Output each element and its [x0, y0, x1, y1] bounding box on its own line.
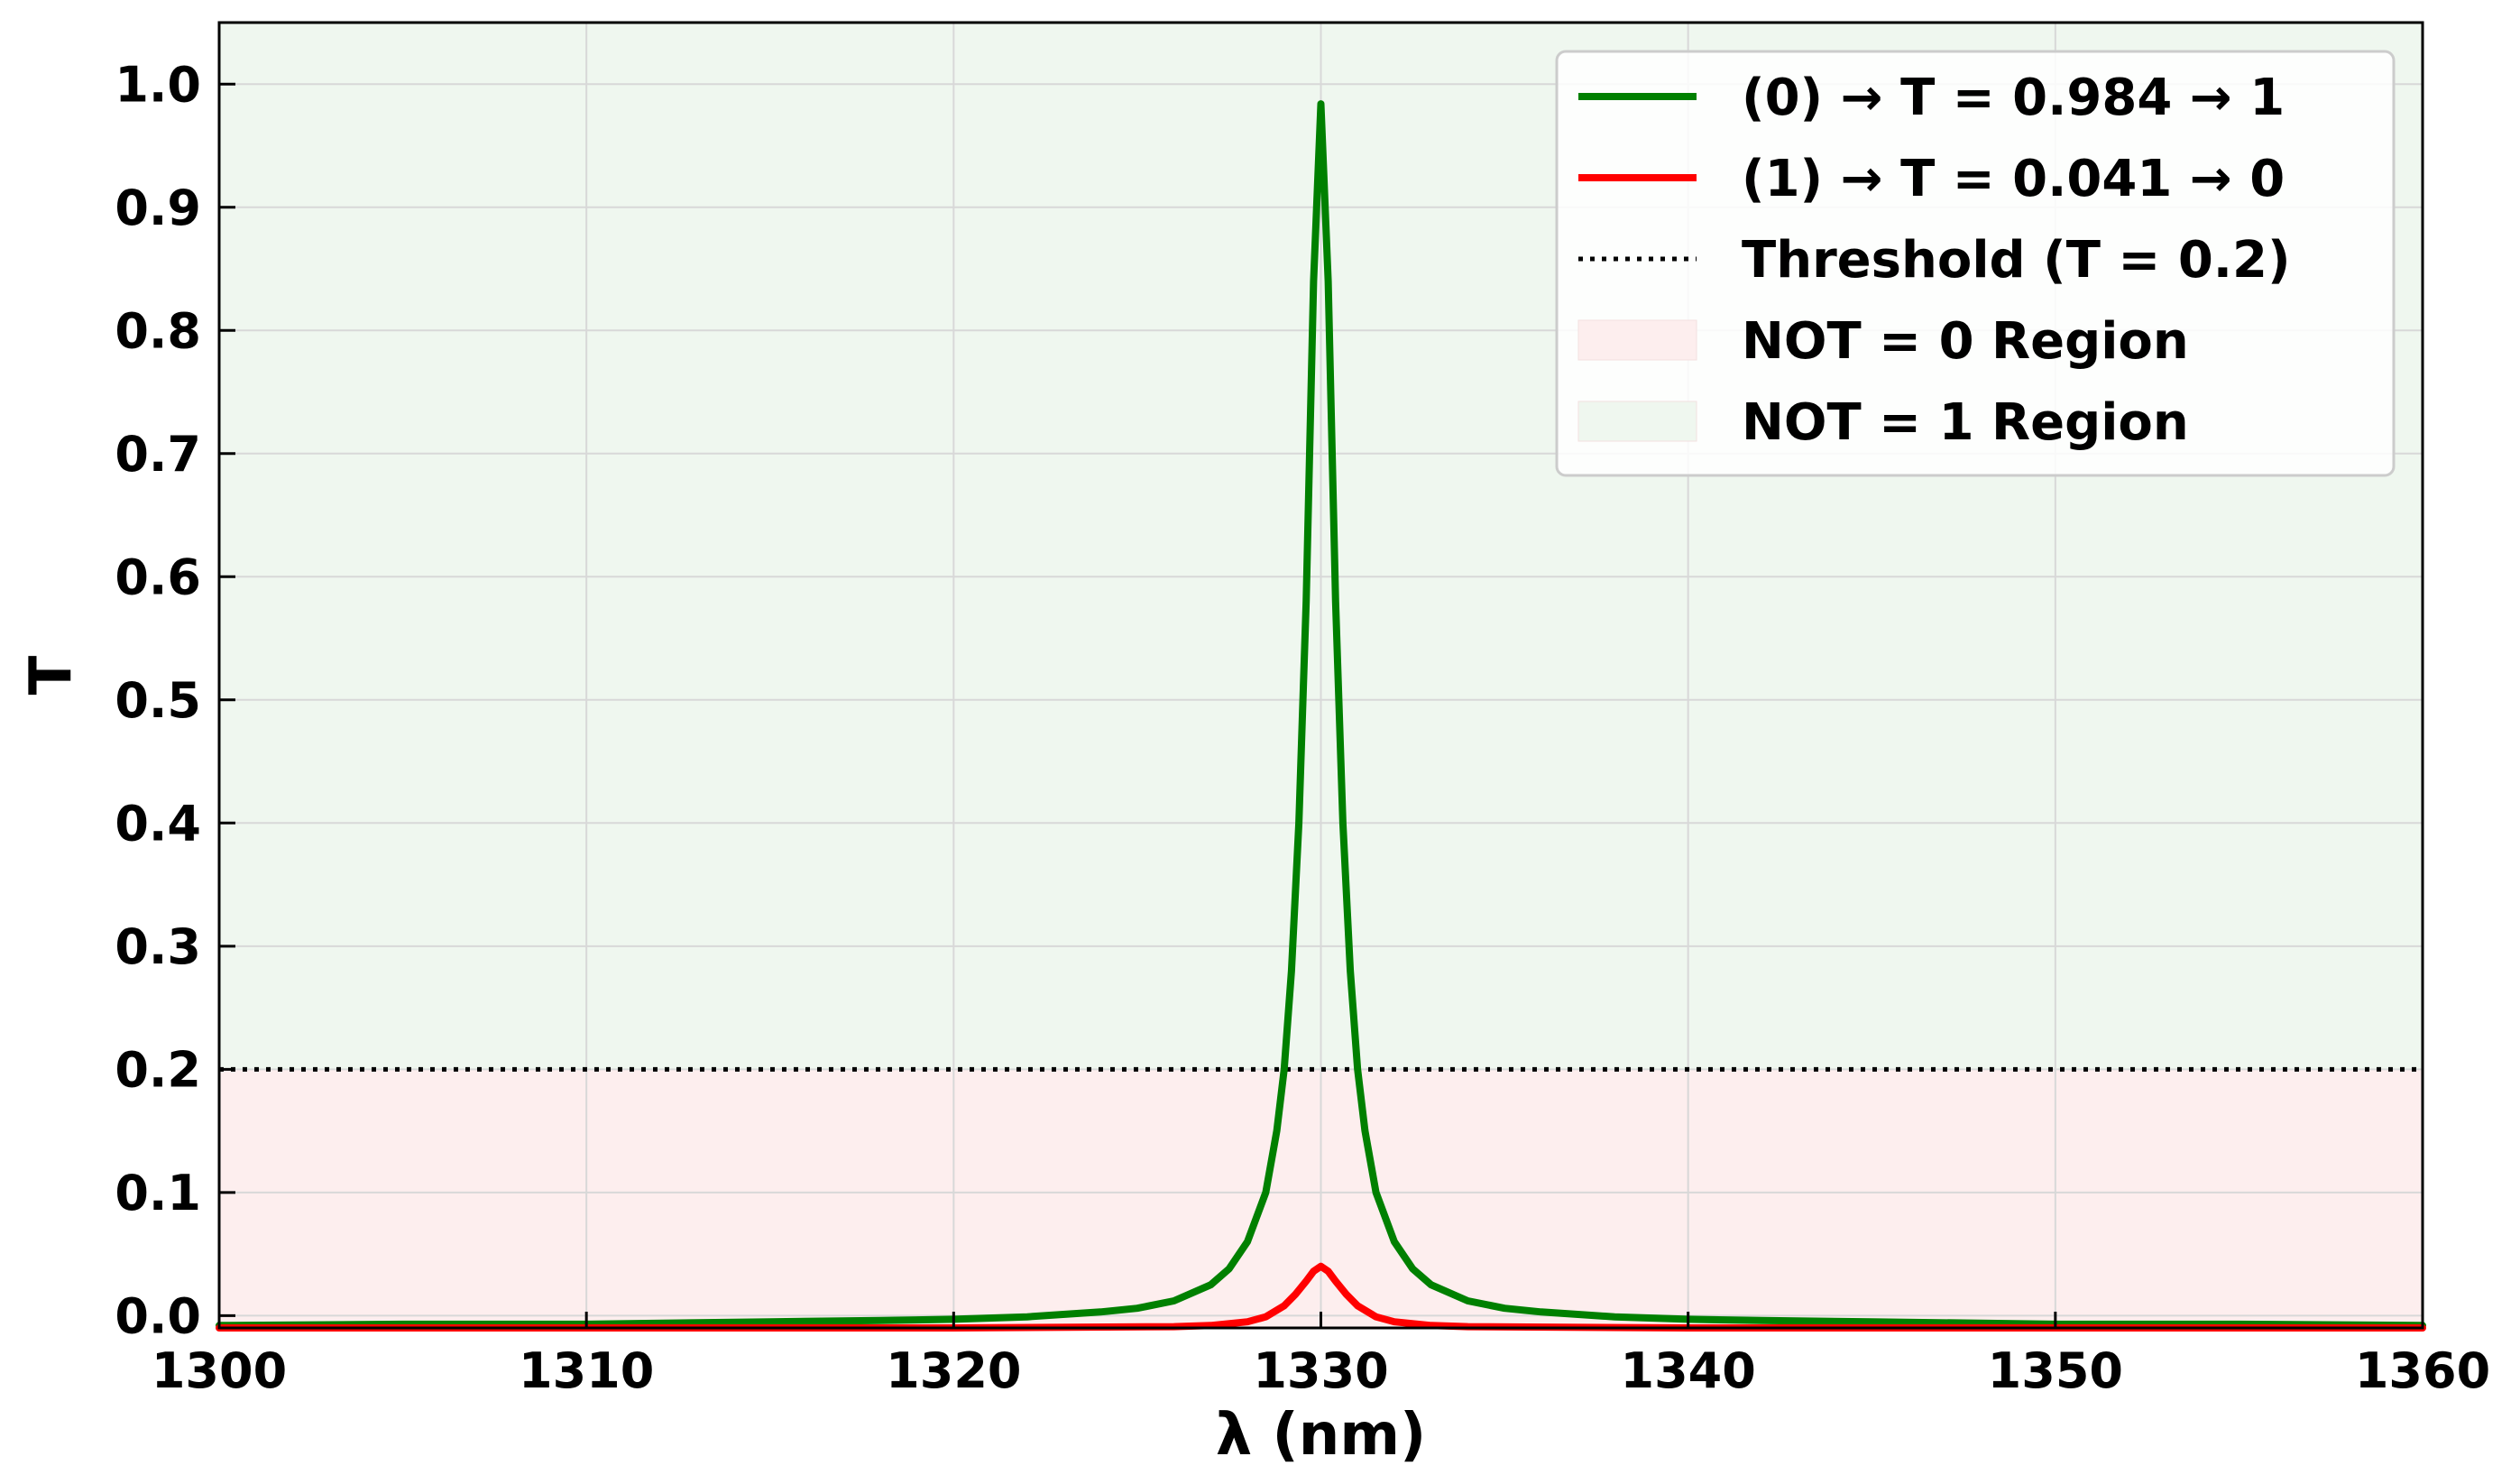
legend-label: NOT = 1 Region [1742, 393, 2189, 452]
y-tick-label: 0.5 [115, 672, 201, 729]
y-tick-label: 0.2 [115, 1041, 201, 1098]
y-tick-labels: 0.0 0.1 0.2 0.3 0.4 0.5 0.6 0.7 0.8 0.9 1.0 [115, 56, 201, 1344]
y-tick-label: 0.3 [115, 918, 201, 975]
y-tick-label: 0.9 [115, 180, 201, 236]
legend-patch-handle [1577, 401, 1697, 442]
legend-patch-handle [1577, 319, 1697, 361]
x-axis-label: λ (nm) [1216, 1402, 1427, 1469]
legend-label: (0) → T = 0.984 → 1 [1742, 69, 2285, 127]
y-tick-label: 0.1 [115, 1165, 201, 1221]
legend-label: NOT = 0 Region [1742, 312, 2189, 371]
legend-label: (1) → T = 0.041 → 0 [1742, 150, 2285, 208]
series-line-0 [216, 100, 2426, 1330]
x-tick-label: 1340 [1621, 1342, 1756, 1399]
axis-ticks [217, 82, 2424, 1328]
legend-label: Threshold (T = 0.2) [1742, 231, 2291, 290]
data-series [216, 100, 2426, 1332]
y-tick-label: 1.0 [115, 56, 201, 113]
legend-box [1555, 50, 2396, 477]
x-tick-labels: 1300 1310 1320 1330 1340 1350 1360 [152, 1342, 2490, 1399]
legend: (0) → T = 0.984 → 1 (1) → T = 0.041 → 0 Th… [1555, 50, 2396, 477]
y-tick-label: 0.7 [115, 426, 201, 483]
y-tick-label: 0.4 [115, 795, 201, 852]
x-tick-label: 1320 [886, 1342, 1021, 1399]
x-tick-label: 1350 [1988, 1342, 2123, 1399]
x-tick-label: 1330 [1253, 1342, 1388, 1399]
y-tick-label: 0.6 [115, 548, 201, 605]
y-tick-label: 0.0 [115, 1287, 201, 1344]
x-tick-label: 1310 [519, 1342, 654, 1399]
y-axis-label: T [18, 655, 85, 695]
y-tick-label: 0.8 [115, 302, 201, 359]
x-tick-label: 1300 [152, 1342, 287, 1399]
series-line-1 [216, 1262, 2426, 1332]
x-tick-label: 1360 [2355, 1342, 2490, 1399]
